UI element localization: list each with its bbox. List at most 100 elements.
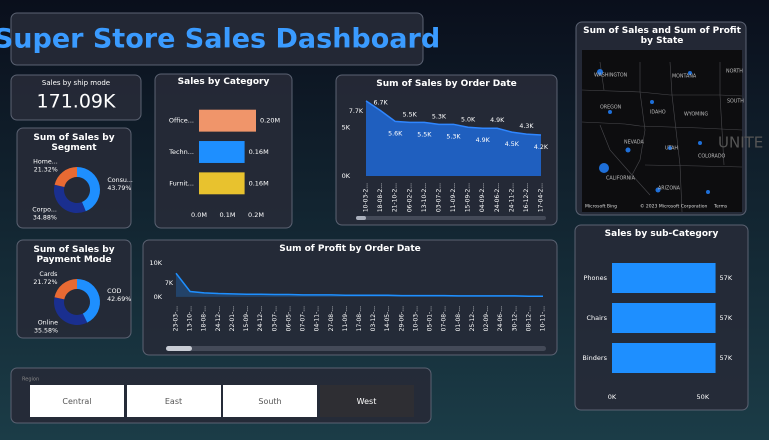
data-label: 5.3K: [446, 133, 461, 140]
x-tick-label: 04-11-...: [314, 306, 321, 331]
x-tick-label: 15-09-...: [243, 306, 250, 331]
donut-slice: [54, 279, 77, 300]
x-tick-label: 07-07-...: [300, 306, 307, 331]
x-tick-label: 22-01-...: [229, 306, 236, 331]
slice-label: 21.72%: [33, 279, 57, 286]
bubble: [655, 187, 661, 193]
data-label: 5.5K: [417, 131, 432, 138]
map-label: CALIFORNIA: [606, 176, 636, 182]
data-label: 57K: [720, 314, 733, 322]
map-bubbles: [597, 69, 710, 194]
segment-panel: [16, 127, 132, 229]
bar: [199, 172, 245, 195]
y-tick-label: 5K: [342, 123, 351, 131]
data-label: 5.3K: [432, 113, 447, 120]
scroll-thumb[interactable]: [166, 346, 192, 351]
bar: [612, 343, 716, 373]
x-tick-label: 15-09-2...: [465, 183, 472, 212]
map-label: NEVADA: [624, 140, 644, 146]
x-tick-label: 29-06-...: [398, 306, 405, 331]
kpi-panel: [10, 74, 142, 121]
bubble: [698, 141, 702, 145]
x-tick-label: 23-03-...: [173, 306, 180, 331]
border: [719, 62, 725, 166]
chart-title: Sum of Sales by Order Date: [376, 79, 517, 89]
slice-name: Home...: [33, 159, 58, 166]
slice-name: Consu...: [107, 177, 133, 184]
x-tick-label: 13-10-...: [187, 306, 194, 331]
data-label: 5.0K: [461, 116, 476, 123]
border: [599, 61, 605, 91]
bar: [199, 141, 245, 163]
slicer-option[interactable]: East: [126, 385, 221, 417]
slicer-option[interactable]: Central: [30, 385, 124, 417]
data-label: 7.7K: [349, 108, 364, 115]
chart-title: Sum of Sales by Segment: [33, 133, 115, 153]
x-tick-label: 01-08-...: [455, 306, 462, 331]
data-label: 0.16M: [249, 179, 269, 187]
slice-label: 42.69%: [107, 296, 131, 303]
data-label: 57K: [720, 274, 733, 282]
map-label: ARIZONA: [658, 186, 681, 192]
x-tick-label: 17-04-2...: [538, 183, 545, 212]
x-tick-label: 14-05-...: [384, 306, 391, 331]
x-tick-label: 03-07-...: [271, 306, 278, 331]
chart-title: Sales by sub-Category: [604, 229, 719, 239]
kpi-value: 171.09K: [37, 91, 116, 113]
border: [669, 61, 683, 213]
x-tick-label: 10-11-...: [540, 306, 547, 331]
x-tick-label: 03-12-...: [370, 306, 377, 331]
category-label: Chairs: [586, 314, 607, 322]
category-label: Office...: [169, 117, 194, 125]
donut-slice: [53, 184, 86, 214]
bubble: [650, 100, 654, 104]
y-tick-label: 0K: [154, 293, 163, 301]
chart-title: Sum of Profit by Order Date: [279, 244, 421, 254]
x-tick-label: 03-07-2...: [435, 183, 442, 212]
map-label: UNITE: [718, 134, 763, 152]
map-label: IDAHO: [650, 110, 666, 116]
map-label: MONTANA: [672, 74, 697, 80]
x-tick-label: 25-12-...: [469, 306, 476, 331]
line: [175, 272, 543, 297]
data-label: 4.9K: [476, 137, 491, 144]
bubble: [608, 110, 612, 114]
kpi-label: Sales by ship mode: [42, 79, 110, 87]
data-label: 4.9K: [490, 117, 505, 124]
data-label: 5.5K: [403, 111, 418, 118]
x-tick-label: 0.1M: [220, 211, 236, 219]
area: [366, 100, 541, 176]
x-tick-label: 50K: [697, 393, 710, 401]
x-tick-label: 24-12-...: [215, 306, 222, 331]
scroll-thumb[interactable]: [356, 216, 366, 220]
bubble: [688, 71, 692, 75]
bar: [612, 263, 716, 293]
donut-slice: [77, 167, 101, 212]
data-label: 5.6K: [388, 130, 403, 137]
slicer-option[interactable]: South: [223, 385, 317, 417]
slice-label: 34.88%: [33, 215, 57, 222]
category-label: Furnit...: [169, 179, 194, 187]
x-tick-label: 06-05-...: [285, 306, 292, 331]
x-tick-label: 02-09-...: [483, 306, 490, 331]
scrollbar: [166, 346, 546, 351]
data-label: 0.16M: [249, 148, 269, 156]
donut-slice: [54, 167, 77, 188]
border: [631, 62, 646, 176]
category-label: Binders: [582, 354, 607, 362]
y-tick-label: 10K: [149, 259, 162, 267]
bubble: [597, 69, 603, 75]
map-label: UTAH: [665, 146, 678, 152]
dashboard-title: Super Store Sales Dashboard: [0, 24, 440, 55]
slice-name: Online: [38, 320, 58, 327]
x-tick-label: 07-08-...: [441, 306, 448, 331]
border: [644, 164, 743, 168]
title-panel: [10, 12, 424, 66]
data-label: 7K: [165, 280, 174, 287]
x-tick-label: 24-12-...: [257, 306, 264, 331]
border: [599, 124, 651, 196]
x-tick-label: 24-11-2...: [508, 183, 515, 212]
x-tick-label: 24-06-2...: [494, 183, 501, 212]
slicer-option[interactable]: West: [319, 385, 414, 417]
